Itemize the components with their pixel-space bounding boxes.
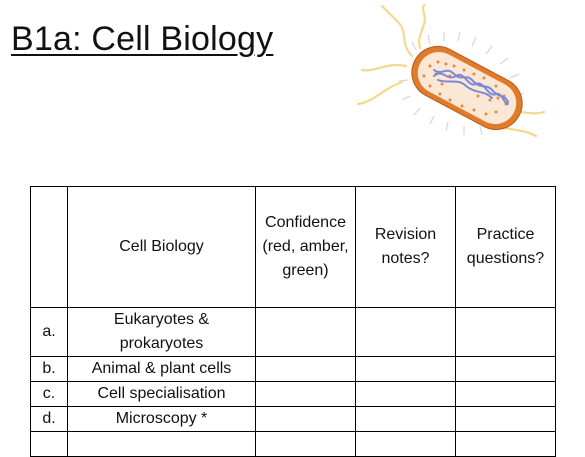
- revision-notes-cell[interactable]: [355, 381, 456, 407]
- row-letter: a.: [30, 307, 68, 357]
- practice-questions-cell[interactable]: [455, 356, 556, 382]
- practice-questions-cell[interactable]: [455, 381, 556, 407]
- row-topic: [67, 431, 256, 457]
- row-topic: Eukaryotes & prokaryotes: [67, 307, 256, 357]
- table-row: c. Cell specialisation: [30, 381, 556, 407]
- practice-questions-cell[interactable]: [455, 307, 556, 357]
- table-row: a. Eukaryotes & prokaryotes: [30, 307, 556, 357]
- row-topic: Microscopy *: [67, 406, 256, 432]
- cytoplasm: [417, 51, 517, 125]
- revision-notes-cell[interactable]: [355, 406, 456, 432]
- header-cell-topic: Cell Biology: [67, 186, 256, 308]
- confidence-cell[interactable]: [255, 406, 356, 432]
- practice-questions-cell[interactable]: [455, 406, 556, 432]
- dna-strand: [433, 69, 509, 105]
- row-letter: [30, 431, 68, 457]
- table-header-row: Cell Biology Confidence (red, amber, gre…: [30, 186, 556, 308]
- page-title: B1a: Cell Biology: [11, 20, 274, 58]
- revision-notes-cell[interactable]: [355, 307, 456, 357]
- bacterium-icon: [356, 4, 546, 138]
- row-topic: Animal & plant cells: [67, 356, 256, 382]
- row-letter: d.: [30, 406, 68, 432]
- header-cell-letter: [30, 186, 68, 308]
- confidence-cell[interactable]: [255, 356, 356, 382]
- practice-questions-cell[interactable]: [455, 431, 556, 457]
- row-letter: c.: [30, 381, 68, 407]
- confidence-cell[interactable]: [255, 431, 356, 457]
- topic-checklist-table: Cell Biology Confidence (red, amber, gre…: [30, 186, 556, 457]
- row-letter: b.: [30, 356, 68, 382]
- revision-notes-cell[interactable]: [355, 356, 456, 382]
- header-cell-practice-questions: Practice questions?: [455, 186, 556, 308]
- header-cell-revision-notes: Revision notes?: [355, 186, 456, 308]
- table-row: [30, 431, 556, 457]
- revision-notes-cell[interactable]: [355, 431, 456, 457]
- confidence-cell[interactable]: [255, 381, 356, 407]
- row-topic: Cell specialisation: [67, 381, 256, 407]
- header-cell-confidence: Confidence (red, amber, green): [255, 186, 356, 308]
- pili: [398, 31, 524, 136]
- confidence-cell[interactable]: [255, 307, 356, 357]
- table-row: b. Animal & plant cells: [30, 356, 556, 382]
- table-row: d. Microscopy *: [30, 406, 556, 432]
